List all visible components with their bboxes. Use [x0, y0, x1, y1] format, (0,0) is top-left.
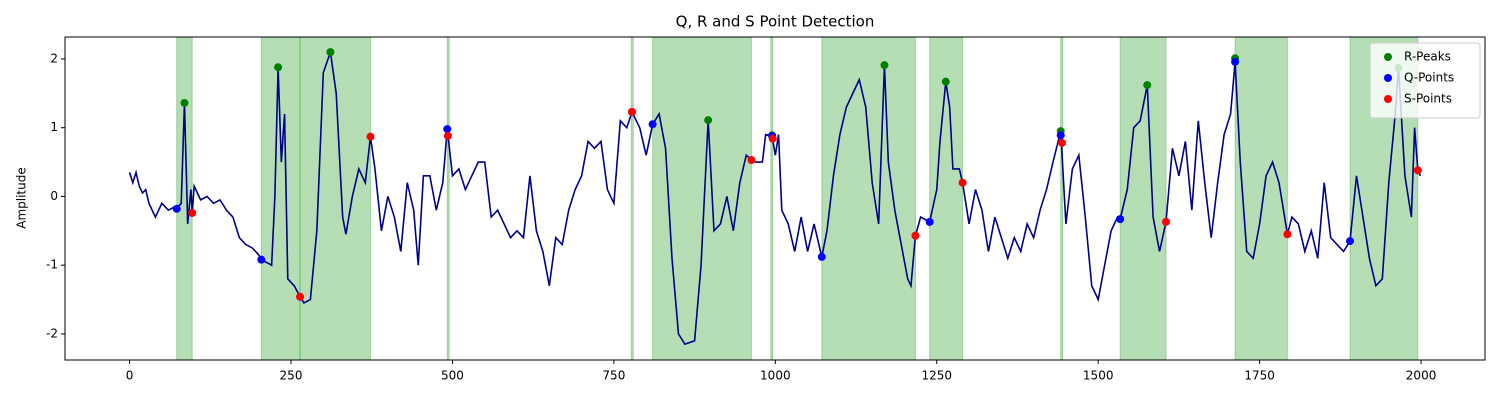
detected-point	[627, 107, 636, 116]
detected-point	[188, 208, 197, 217]
detected-point	[880, 61, 889, 70]
highlight-span	[260, 36, 301, 361]
highlight-span	[630, 36, 634, 361]
detected-point	[1162, 217, 1171, 226]
legend-marker	[1384, 53, 1392, 61]
detected-point	[747, 156, 756, 165]
highlight-span	[821, 36, 916, 361]
detected-point	[443, 125, 452, 134]
detected-point	[1283, 230, 1292, 239]
y-tick-label: 1	[50, 120, 58, 134]
detected-point	[1346, 237, 1355, 246]
legend-marker	[1384, 74, 1392, 82]
x-tick-label: 1750	[1244, 369, 1275, 383]
y-tick-label: -2	[46, 326, 58, 340]
detected-point	[257, 255, 266, 264]
legend-label: Q-Points	[1404, 71, 1454, 85]
highlight-span	[1119, 36, 1167, 361]
detected-point	[958, 178, 967, 187]
detected-point	[1058, 138, 1067, 147]
x-tick-label: 750	[602, 369, 625, 383]
highlight-span	[1234, 36, 1288, 361]
x-tick-label: 250	[280, 369, 303, 383]
highlight-span	[446, 36, 450, 361]
detected-point	[366, 132, 375, 141]
highlight-span	[1060, 36, 1064, 361]
x-tick-label: 0	[126, 369, 134, 383]
detected-point	[704, 116, 713, 125]
detected-point	[296, 292, 305, 301]
detected-point	[1413, 166, 1422, 175]
detected-point	[1116, 215, 1125, 224]
detected-point	[648, 120, 657, 129]
highlight-span	[770, 36, 774, 361]
y-tick-label: 2	[50, 51, 58, 65]
highlight-span	[652, 36, 752, 361]
legend-label: S-Points	[1404, 92, 1452, 106]
legend-label: R-Peaks	[1404, 50, 1451, 64]
detected-point	[925, 217, 934, 226]
plot-frame	[64, 36, 1486, 361]
x-tick-label: 2000	[1406, 369, 1437, 383]
x-tick-label: 1000	[760, 369, 791, 383]
detected-point	[911, 231, 920, 240]
detected-point	[817, 252, 826, 261]
x-tick-label: 1250	[921, 369, 952, 383]
legend-box	[1369, 42, 1481, 119]
x-tick-label: 500	[441, 369, 464, 383]
detected-point	[1056, 131, 1065, 140]
x-tick-label: 1500	[1083, 369, 1114, 383]
detected-point	[172, 204, 181, 213]
legend-marker	[1384, 95, 1392, 103]
y-tick-label: -1	[46, 258, 58, 272]
detected-point	[1231, 57, 1240, 66]
y-axis-label: Amplitude	[15, 167, 29, 229]
detected-point	[443, 131, 452, 140]
detected-point	[768, 134, 777, 143]
detected-point	[1143, 81, 1152, 90]
detected-point	[180, 98, 189, 107]
y-tick-label: 0	[50, 189, 58, 203]
detected-point	[326, 48, 335, 57]
detected-point	[941, 77, 950, 86]
detected-point	[274, 63, 283, 72]
chart-title: Q, R and S Point Detection	[676, 13, 875, 31]
